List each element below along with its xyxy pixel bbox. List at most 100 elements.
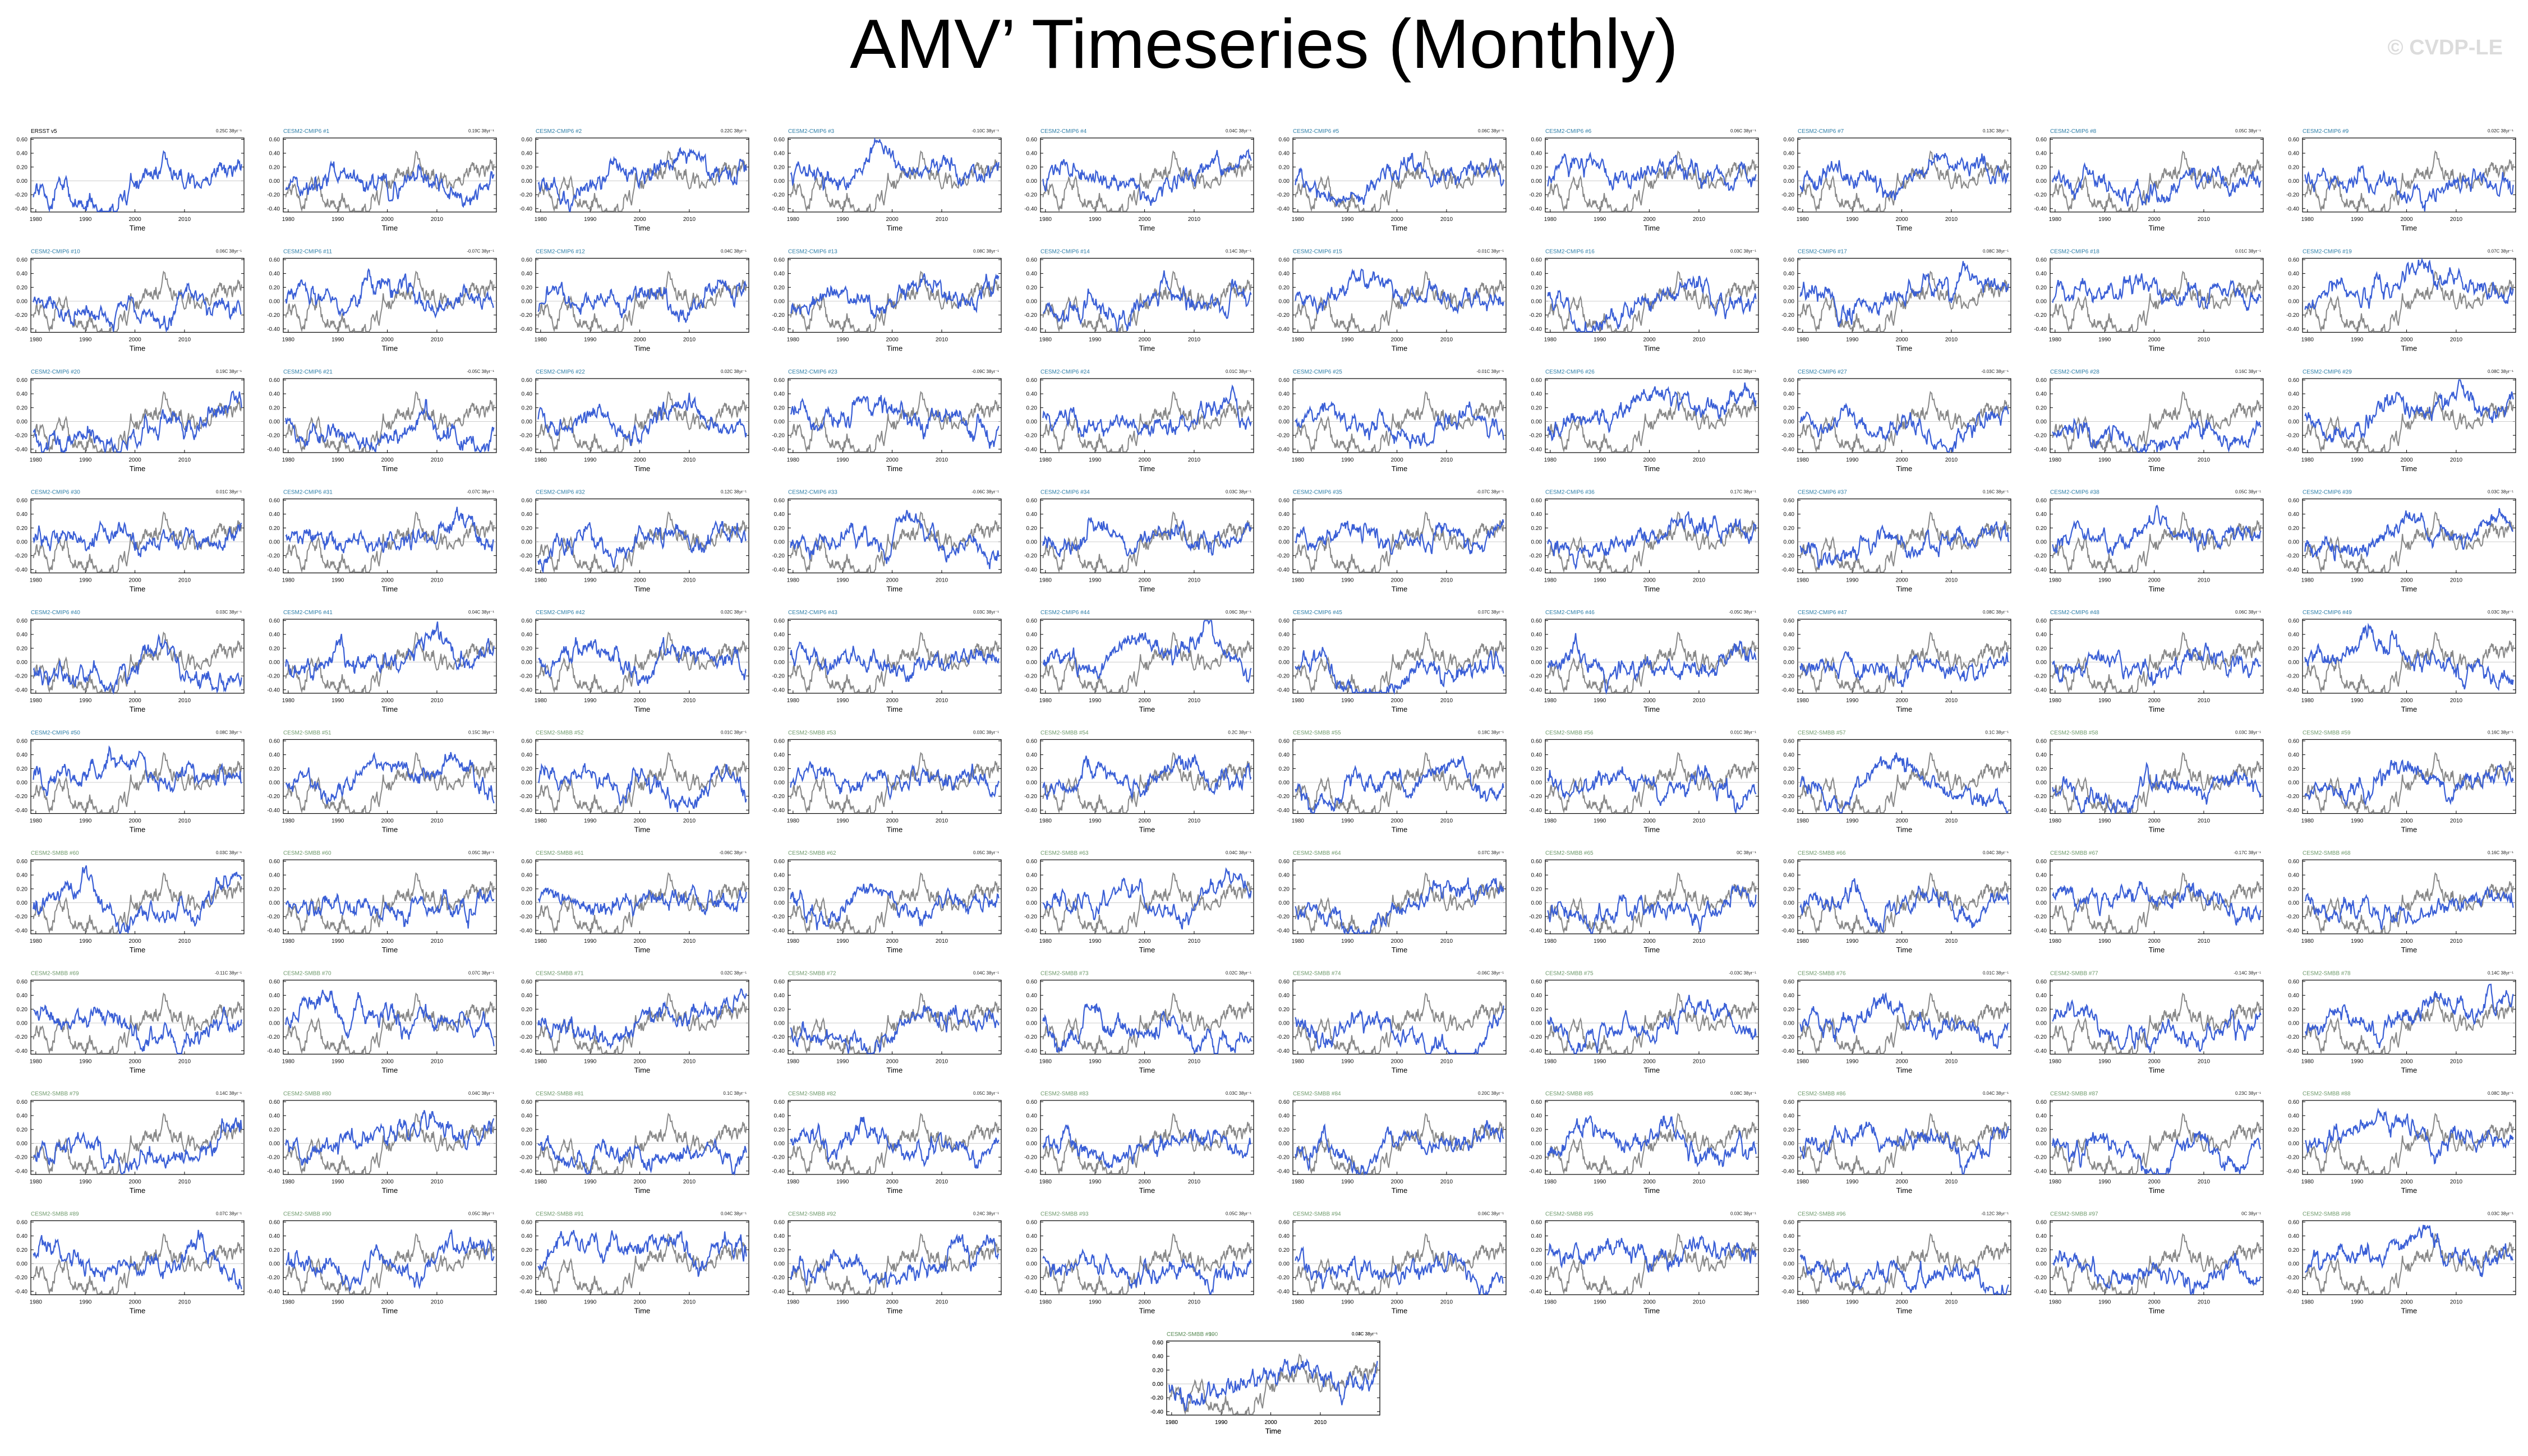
y-tick-label: 0.00 <box>2036 1020 2047 1026</box>
x-tick-label: 2010 <box>1314 1420 1327 1426</box>
y-tick-label: -0.40 <box>1277 808 1290 814</box>
member-series-line <box>790 137 1000 192</box>
x-tick-label: 1980 <box>2301 457 2314 463</box>
x-axis-label: Time <box>382 705 398 713</box>
panel-title: CESM2-SMBB #54 <box>1040 730 1089 736</box>
panel-trend-label: 0.20C 38yr⁻¹ <box>1478 1091 1504 1096</box>
x-tick-label: 1990 <box>836 578 849 584</box>
y-tick-label: 0.20 <box>1784 1007 1795 1013</box>
y-tick-label: -0.20 <box>1277 914 1290 920</box>
x-tick-label: 1980 <box>1039 457 1052 463</box>
panel-trend-label: -0.06C 38yr⁻¹ <box>719 850 747 855</box>
panel-title: CESM2-CMIP6 #21 <box>283 369 333 375</box>
member-series-line <box>2052 762 2262 815</box>
x-tick-label: 2000 <box>633 1300 646 1306</box>
panel-frame <box>2050 619 2264 694</box>
y-tick-label: -0.20 <box>15 553 27 559</box>
x-tick-label: 1990 <box>79 1179 92 1185</box>
y-tick-label: 0.20 <box>2288 405 2300 411</box>
y-tick-label: 0.20 <box>2036 1127 2047 1133</box>
y-tick-label: 0.00 <box>1531 539 1542 545</box>
x-tick-label: 2010 <box>1945 216 1958 223</box>
y-tick-label: -0.40 <box>2034 687 2047 693</box>
x-tick-label: 1980 <box>30 337 43 343</box>
y-tick-label: 0.40 <box>1784 151 1795 157</box>
x-tick-label: 2000 <box>2148 938 2161 944</box>
y-tick-label: 0.60 <box>17 859 28 865</box>
y-tick-label: -0.40 <box>1024 687 1037 693</box>
y-tick-label: 0.60 <box>17 137 28 143</box>
y-tick-label: 0.20 <box>17 766 28 772</box>
y-tick-label: 0.40 <box>2288 632 2300 638</box>
y-tick-label: -0.40 <box>1277 687 1290 693</box>
y-tick-label: -0.20 <box>15 674 27 680</box>
x-tick-label: 2000 <box>1138 1179 1151 1185</box>
member-series-line <box>33 633 242 695</box>
y-tick-label: 0.00 <box>522 780 533 786</box>
x-tick-label: 2000 <box>633 337 646 343</box>
x-tick-label: 2000 <box>1895 337 1908 343</box>
member-series-line <box>285 268 495 319</box>
x-tick-label: 1980 <box>30 578 43 584</box>
y-tick-label: 0.60 <box>269 1219 280 1225</box>
x-tick-label: 1980 <box>535 818 547 824</box>
x-tick-label: 2000 <box>2148 216 2161 223</box>
y-tick-label: 0.00 <box>1784 178 1795 185</box>
member-series-line <box>1547 994 1757 1054</box>
y-tick-label: 0.00 <box>2036 539 2047 545</box>
page-title: AMV’ Timeseries (Monthly) <box>850 6 1678 83</box>
y-tick-label: 0.20 <box>2288 1007 2300 1013</box>
y-tick-label: 0.00 <box>774 178 785 185</box>
x-tick-label: 2000 <box>128 578 141 584</box>
member-series-line <box>285 1110 495 1166</box>
x-tick-label: 1990 <box>2351 1300 2364 1306</box>
x-tick-label: 2010 <box>1945 1179 1958 1185</box>
member-series-line <box>2304 164 2514 211</box>
y-tick-label: 0.00 <box>1531 780 1542 786</box>
y-tick-label: -0.20 <box>1781 1155 1794 1161</box>
x-tick-label: 2000 <box>381 818 394 824</box>
x-tick-label: 2000 <box>1138 457 1151 463</box>
y-tick-label: -0.40 <box>15 1048 27 1054</box>
y-tick-label: 0.40 <box>2288 1113 2300 1119</box>
y-tick-label: 0.40 <box>2288 993 2300 999</box>
panel-trend-label: 0.16C 38yr⁻¹ <box>2235 369 2261 374</box>
y-tick-label: 0.20 <box>1279 646 1290 652</box>
y-tick-label: -0.20 <box>267 553 280 559</box>
panel-frame <box>1040 979 1254 1055</box>
x-tick-label: 1990 <box>2351 938 2364 944</box>
member-series-line <box>1547 382 1757 442</box>
x-tick-label: 1980 <box>1039 1179 1052 1185</box>
member-series-line <box>286 1229 495 1292</box>
x-tick-label: 1980 <box>787 216 800 223</box>
x-axis-label: Time <box>1139 826 1155 834</box>
y-tick-label: 0.00 <box>269 1261 280 1267</box>
panel-title: CESM2-CMIP6 #35 <box>1293 490 1342 496</box>
member-series-line <box>1042 384 1252 437</box>
y-tick-label: 0.60 <box>2288 497 2300 504</box>
panel-trend-label: 0.19C 38yr⁻¹ <box>468 128 494 133</box>
observation-series-line <box>1042 631 1252 694</box>
x-tick-label: 2000 <box>1138 938 1151 944</box>
x-tick-label: 2000 <box>1895 216 1908 223</box>
y-tick-label: 0.20 <box>1784 1127 1795 1133</box>
observation-series-line <box>1295 631 1504 694</box>
y-tick-label: 0.20 <box>1531 766 1542 772</box>
member-series-line <box>790 273 1000 319</box>
x-tick-label: 1980 <box>30 216 43 223</box>
y-tick-label: 0.00 <box>2036 660 2047 666</box>
x-tick-label: 1980 <box>1544 938 1557 944</box>
x-tick-label: 1990 <box>2351 1179 2364 1185</box>
y-tick-label: -0.20 <box>1024 794 1037 800</box>
x-tick-label: 2000 <box>1138 1300 1151 1306</box>
y-tick-label: 0.00 <box>2288 1141 2300 1147</box>
x-tick-label: 2010 <box>1440 457 1453 463</box>
y-tick-label: -0.20 <box>267 1275 280 1281</box>
x-tick-label: 1980 <box>2301 698 2314 704</box>
x-axis-label: Time <box>1896 1307 1912 1315</box>
